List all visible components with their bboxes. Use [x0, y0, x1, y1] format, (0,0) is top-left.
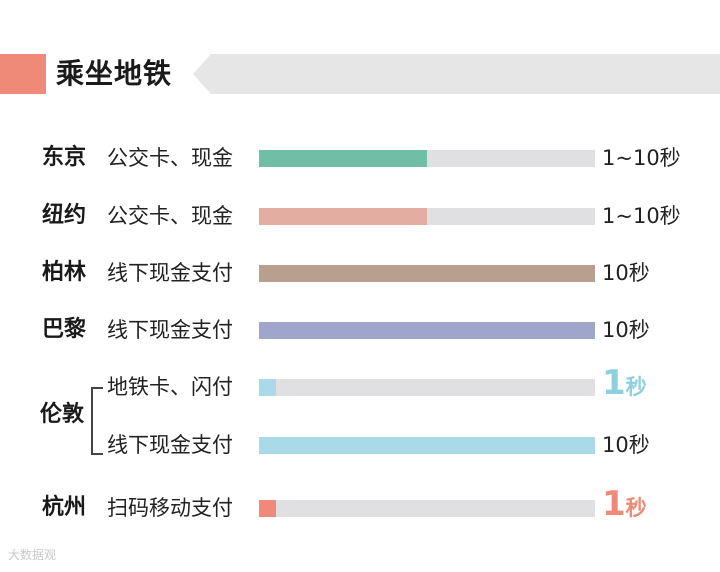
bar-track — [259, 265, 595, 282]
chart-row-london-cash: 线下现金支付 10秒 — [0, 425, 720, 465]
time-unit: 秒 — [625, 375, 647, 399]
time-label-highlight: 1秒 — [602, 363, 647, 407]
bar-track — [259, 322, 595, 339]
bar-fill-paris — [259, 322, 595, 339]
group-bracket — [91, 387, 103, 455]
bar-track — [259, 500, 595, 517]
payment-method-label: 线下现金支付 — [107, 318, 233, 342]
bar-fill-hangzhou — [259, 500, 276, 517]
section-header: 乘坐地铁 — [0, 54, 720, 94]
header-arrow-band — [193, 54, 720, 94]
city-label: 东京 — [42, 145, 87, 170]
bar-fill-london-cash — [259, 437, 595, 454]
time-unit: 秒 — [625, 496, 647, 520]
payment-method-label: 线下现金支付 — [107, 261, 233, 285]
chart-row-paris: 巴黎 线下现金支付 10秒 — [0, 310, 720, 350]
time-label: 10秒 — [602, 261, 650, 285]
time-label-highlight: 1秒 — [602, 484, 647, 528]
time-label: 10秒 — [602, 433, 650, 457]
bar-fill-london-card — [259, 379, 276, 396]
bar-fill-berlin — [259, 265, 595, 282]
time-number: 1 — [602, 363, 626, 403]
time-label: 10秒 — [602, 318, 650, 342]
bar-track — [259, 150, 595, 167]
header-accent-block — [0, 54, 46, 94]
bar-fill-newyork — [259, 208, 427, 225]
city-label: 杭州 — [42, 495, 87, 520]
chart-row-berlin: 柏林 线下现金支付 10秒 — [0, 253, 720, 293]
city-label: 巴黎 — [42, 317, 87, 342]
chart-row-newyork: 纽约 公交卡、现金 1~10秒 — [0, 196, 720, 236]
bar-track — [259, 208, 595, 225]
bar-fill-tokyo — [259, 150, 427, 167]
chart-row-tokyo: 东京 公交卡、现金 1~10秒 — [0, 138, 720, 178]
time-label: 1~10秒 — [602, 204, 681, 228]
payment-method-label: 地铁卡、闪付 — [107, 375, 233, 399]
bar-track — [259, 437, 595, 454]
payment-method-label: 公交卡、现金 — [107, 204, 233, 228]
payment-method-label: 公交卡、现金 — [107, 146, 233, 170]
chart-row-hangzhou: 杭州 扫码移动支付 1秒 — [0, 484, 720, 528]
time-label: 1~10秒 — [602, 146, 681, 170]
city-label: 柏林 — [42, 260, 87, 285]
time-number: 1 — [602, 484, 626, 524]
watermark: 大数据观 — [8, 548, 57, 562]
payment-method-label: 扫码移动支付 — [107, 496, 233, 520]
section-title: 乘坐地铁 — [56, 57, 173, 90]
city-label: 纽约 — [42, 203, 87, 228]
city-label-london: 伦敦 — [40, 402, 85, 427]
chart-row-london-card: 地铁卡、闪付 1秒 — [0, 363, 720, 407]
payment-method-label: 线下现金支付 — [107, 433, 233, 457]
bar-track — [259, 379, 595, 396]
